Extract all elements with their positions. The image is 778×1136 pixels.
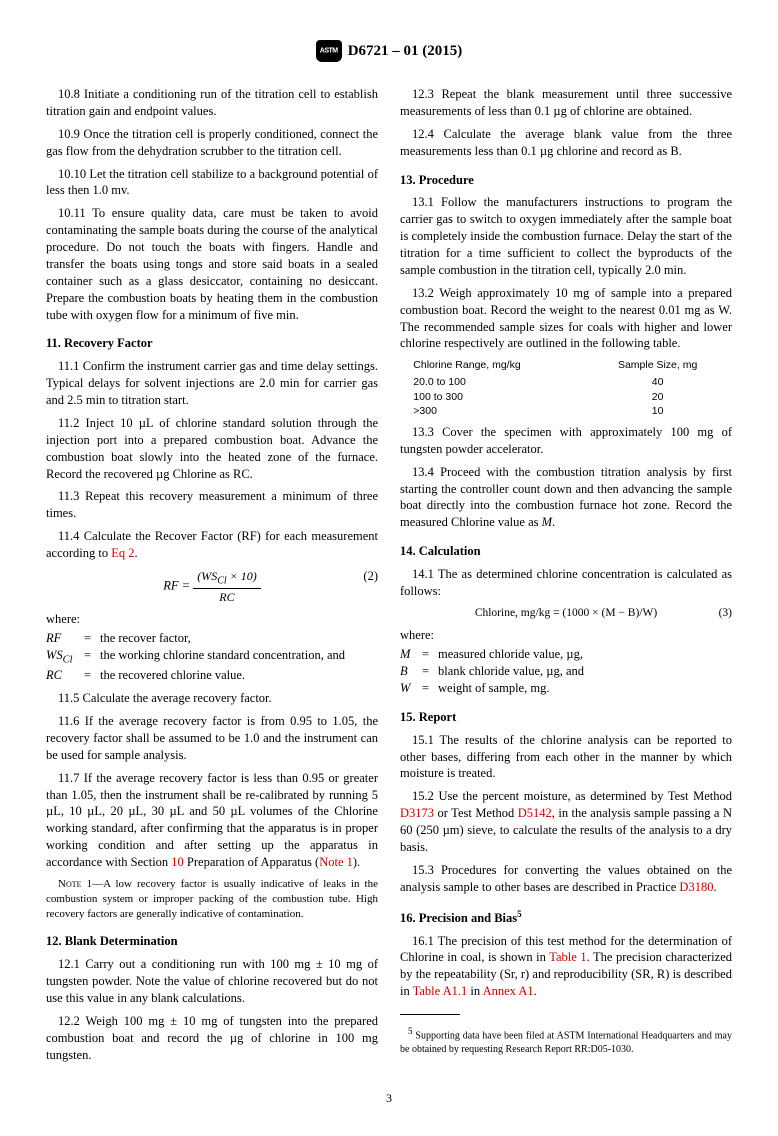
para-16-1: 16.1 The precision of this test method f… (400, 933, 732, 1001)
def-b-text: blank chloride value, µg, and (438, 663, 584, 680)
link-table-1[interactable]: Table 1 (549, 950, 586, 964)
astm-logo-icon (316, 40, 342, 62)
eq2-number: (2) (363, 568, 378, 585)
para-11-3: 11.3 Repeat this recovery measurement a … (46, 488, 378, 522)
heading-11: 11. Recovery Factor (46, 335, 378, 352)
def-w-sym: W (400, 680, 422, 697)
table-row-1-size: 40 (597, 375, 719, 389)
def-wscl-text: the working chlorine standard concentrat… (100, 647, 345, 668)
heading-13: 13. Procedure (400, 172, 732, 189)
footnote-rule (400, 1014, 460, 1015)
equation-3: Chlorine, mg/kg = (1000 × (M − B)/W) (3) (400, 606, 732, 622)
para-11-4-end: . (135, 546, 138, 560)
eq3-definitions: M=measured chloride value, µg, B=blank c… (400, 646, 732, 697)
def-rc-text: the recovered chlorine value. (100, 667, 245, 684)
def-m-text: measured chloride value, µg, (438, 646, 583, 663)
def-rf-text: the recover factor, (100, 630, 191, 647)
para-13-4: 13.4 Proceed with the combustion titrati… (400, 464, 732, 532)
para-10-9: 10.9 Once the titration cell is properly… (46, 126, 378, 160)
para-12-2: 12.2 Weigh 100 mg ± 10 mg of tungsten in… (46, 1013, 378, 1064)
para-11-4-text: 11.4 Calculate the Recover Factor (RF) f… (46, 529, 378, 560)
para-13-1: 13.1 Follow the manufacturers instructio… (400, 194, 732, 278)
para-11-7: 11.7 If the average recovery factor is l… (46, 770, 378, 871)
para-11-1: 11.1 Confirm the instrument carrier gas … (46, 358, 378, 409)
def-rf-sym: RF (46, 630, 84, 647)
def-rc-sym: RC (46, 667, 84, 684)
para-14-1: 14.1 The as determined chlorine concentr… (400, 566, 732, 600)
para-12-3: 12.3 Repeat the blank measurement until … (400, 86, 732, 120)
link-d3173[interactable]: D3173 (400, 806, 434, 820)
link-d5142[interactable]: D5142 (518, 806, 552, 820)
table-row-3-size: 10 (597, 404, 719, 418)
heading-16: 16. Precision and Bias5 (400, 908, 732, 927)
var-m: M (542, 515, 552, 529)
link-section-10[interactable]: 10 (171, 855, 184, 869)
heading-15: 15. Report (400, 709, 732, 726)
table-head-sample-size: Sample Size, mg (597, 358, 719, 372)
link-annex-a1[interactable]: Annex A1 (483, 984, 534, 998)
para-10-10: 10.10 Let the titration cell stabilize t… (46, 166, 378, 200)
para-12-1: 12.1 Carry out a conditioning run with 1… (46, 956, 378, 1007)
two-column-body: 10.8 Initiate a conditioning run of the … (46, 86, 732, 1068)
eq2-definitions: RF=the recover factor, WSCl=the working … (46, 630, 378, 684)
para-10-8: 10.8 Initiate a conditioning run of the … (46, 86, 378, 120)
table-row-2-range: 100 to 300 (413, 390, 581, 404)
equation-2: RF = (WSCl × 10)RC (2) (46, 568, 378, 605)
note-1-text: 1—A low recovery factor is usually indic… (46, 878, 378, 920)
eq2-lhs: RF = (163, 578, 193, 592)
note-1: Note 1—A low recovery factor is usually … (46, 877, 378, 922)
para-12-4: 12.4 Calculate the average blank value f… (400, 126, 732, 160)
para-10-11: 10.11 To ensure quality data, care must … (46, 205, 378, 323)
table-head-chlorine-range: Chlorine Range, mg/kg (413, 358, 581, 372)
para-11-2: 11.2 Inject 10 µL of chlorine standard s… (46, 415, 378, 483)
para-13-3: 13.3 Cover the specimen with approximate… (400, 424, 732, 458)
note-1-label: Note (58, 878, 82, 890)
para-11-5: 11.5 Calculate the average recovery fact… (46, 690, 378, 707)
eq2-fraction: (WSCl × 10)RC (193, 568, 261, 605)
para-11-6: 11.6 If the average recovery factor is f… (46, 713, 378, 764)
designation-text: D6721 – 01 (2015) (348, 41, 463, 61)
eq3-number: (3) (719, 606, 732, 622)
def-m-sym: M (400, 646, 422, 663)
heading-12: 12. Blank Determination (46, 933, 378, 950)
table-row-2-size: 20 (597, 390, 719, 404)
link-eq2[interactable]: Eq 2 (111, 546, 134, 560)
para-11-4: 11.4 Calculate the Recover Factor (RF) f… (46, 528, 378, 562)
table-row-3-range: >300 (413, 404, 581, 418)
heading-14: 14. Calculation (400, 543, 732, 560)
def-wscl-sym: WSCl (46, 647, 84, 668)
link-d3180[interactable]: D3180 (679, 880, 713, 894)
para-15-2: 15.2 Use the percent moisture, as determ… (400, 788, 732, 856)
footnote-ref-5: 5 (517, 909, 522, 919)
page-number: 3 (46, 1090, 732, 1106)
sample-size-table: Chlorine Range, mg/kg Sample Size, mg 20… (413, 358, 718, 418)
footnote-5-text: Supporting data have been filed at ASTM … (400, 1030, 732, 1055)
link-note-1[interactable]: Note 1 (319, 855, 353, 869)
para-13-2: 13.2 Weigh approximately 10 mg of sample… (400, 285, 732, 353)
page-header: D6721 – 01 (2015) (46, 40, 732, 62)
table-row-1-range: 20.0 to 100 (413, 375, 581, 389)
where-label-1: where: (46, 611, 378, 628)
para-15-1: 15.1 The results of the chlorine analysi… (400, 732, 732, 783)
def-w-text: weight of sample, mg. (438, 680, 549, 697)
where-label-2: where: (400, 627, 732, 644)
def-b-sym: B (400, 663, 422, 680)
link-table-a1-1[interactable]: Table A1.1 (413, 984, 468, 998)
para-15-3: 15.3 Procedures for converting the value… (400, 862, 732, 896)
eq3-body: Chlorine, mg/kg = (1000 × (M − B)/W) (475, 607, 657, 619)
